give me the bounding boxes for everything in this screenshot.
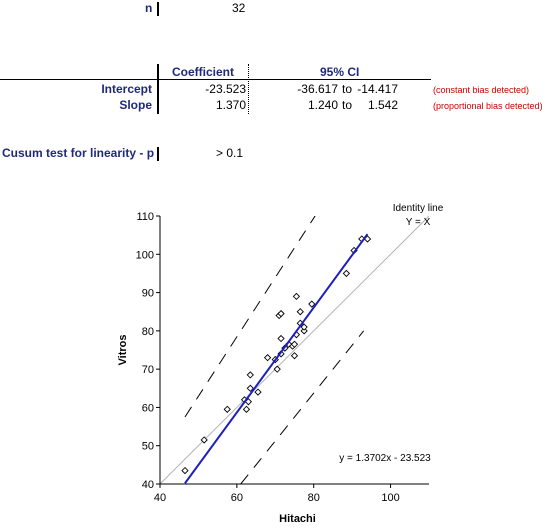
y-tick-label: 70 — [142, 364, 154, 376]
data-point — [246, 384, 254, 392]
table-row-slope-ci-high: 1.542 — [367, 98, 398, 112]
table-row-intercept-coef: -23.523 — [205, 82, 246, 96]
data-point — [277, 309, 285, 318]
data-point — [308, 300, 316, 308]
data-point — [300, 323, 308, 331]
table-row-slope-note: (proportional bias detected) — [433, 101, 543, 111]
data-point — [200, 436, 208, 444]
regression-equation: y = 1.3702x - 23.523 — [339, 453, 431, 464]
table-row-slope-coef: 1.370 — [215, 98, 246, 112]
data-point — [290, 340, 299, 348]
cusum-value: > 0.1 — [216, 146, 244, 160]
y-tick-label: 60 — [142, 402, 154, 414]
y-tick-label: 110 — [136, 211, 154, 223]
x-tick-label: 40 — [154, 492, 166, 504]
x-tick-label: 60 — [231, 492, 243, 504]
data-point — [292, 292, 301, 301]
data-point — [300, 327, 308, 335]
data-point — [246, 371, 254, 379]
y-tick-label: 50 — [142, 441, 154, 453]
data-point — [254, 388, 262, 396]
regression-line — [184, 233, 369, 484]
y-tick-label: 90 — [142, 288, 154, 300]
table-left-separator — [157, 64, 159, 114]
table-header-rule — [0, 79, 431, 80]
y-tick-label: 40 — [142, 479, 154, 491]
data-point — [290, 352, 299, 360]
table-row-slope-label: Slope — [119, 98, 152, 112]
identity-label: Identity line — [393, 203, 444, 214]
data-point — [223, 405, 231, 413]
table-row-intercept-note: (constant bias detected) — [433, 85, 530, 95]
x-axis-label: Hitachi — [279, 513, 316, 525]
data-point — [277, 334, 285, 343]
table-dotted-separator — [248, 64, 249, 114]
table-row-intercept-ci-low: -36.617 — [297, 82, 338, 96]
y-tick-label: 100 — [136, 249, 154, 261]
x-tick-label: 100 — [381, 492, 399, 504]
data-point — [242, 405, 251, 413]
n-value: 32 — [232, 1, 246, 15]
identity-equation: Y = X — [406, 217, 431, 228]
data-point — [273, 365, 281, 373]
cusum-separator — [157, 147, 159, 161]
data-point — [296, 308, 304, 316]
table-header-ci: 95% CI — [320, 65, 360, 79]
table-row-slope-ci-low: 1.240 — [307, 98, 338, 112]
y-axis-label: Vitros — [117, 335, 129, 366]
cusum-label: Cusum test for linearity - p — [2, 146, 155, 160]
table-row-slope-ci-to: to — [342, 98, 353, 112]
table-row-intercept-ci-to: to — [342, 82, 353, 96]
data-point — [181, 466, 189, 475]
table-header-coefficient: Coefficient — [172, 65, 235, 79]
table-row-intercept-label: Intercept — [101, 82, 152, 96]
ci-lower-line — [240, 330, 365, 484]
data-point — [263, 354, 272, 362]
n-label: n — [145, 1, 153, 15]
y-tick-label: 80 — [142, 326, 154, 338]
data-point — [342, 269, 351, 278]
identity-line — [160, 216, 429, 484]
n-separator — [157, 2, 159, 16]
table-row-intercept-ci-high: -14.417 — [357, 82, 398, 96]
x-tick-label: 80 — [308, 492, 320, 504]
